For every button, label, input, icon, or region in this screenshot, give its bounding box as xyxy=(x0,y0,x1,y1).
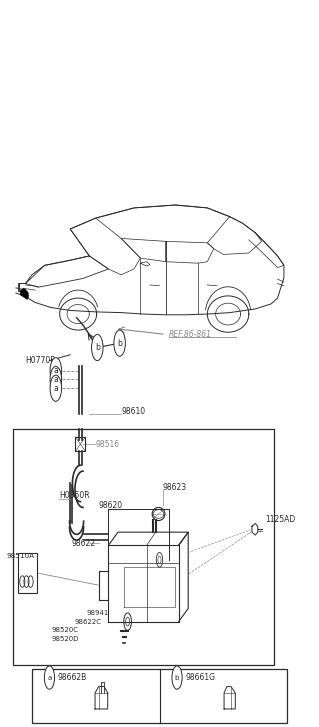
Text: 1125AD: 1125AD xyxy=(265,515,295,524)
Text: a: a xyxy=(54,375,58,384)
Polygon shape xyxy=(20,288,29,300)
Text: 98620: 98620 xyxy=(99,501,123,510)
Text: a: a xyxy=(54,366,58,375)
Circle shape xyxy=(44,666,55,689)
Circle shape xyxy=(114,330,125,356)
Bar xyxy=(32,669,287,723)
Circle shape xyxy=(50,366,62,393)
Text: 98661G: 98661G xyxy=(185,673,215,682)
Text: a: a xyxy=(54,384,58,393)
Text: H0770R: H0770R xyxy=(26,356,56,365)
Text: 98516: 98516 xyxy=(96,440,120,449)
Circle shape xyxy=(172,666,182,689)
Bar xyxy=(13,429,274,665)
Circle shape xyxy=(50,375,62,401)
Text: REF.86-861: REF.86-861 xyxy=(169,330,212,339)
Text: b: b xyxy=(175,675,179,680)
Bar xyxy=(75,437,85,451)
Circle shape xyxy=(92,334,103,361)
Text: 98623: 98623 xyxy=(163,483,187,491)
Bar xyxy=(18,553,37,593)
Text: a: a xyxy=(47,675,52,680)
Text: 98520C: 98520C xyxy=(51,627,78,633)
Text: H0350R: H0350R xyxy=(59,491,90,500)
Text: 98662B: 98662B xyxy=(57,673,87,682)
Text: 98610: 98610 xyxy=(121,407,145,416)
Text: 98520D: 98520D xyxy=(51,636,78,642)
Text: 98510A: 98510A xyxy=(6,553,34,559)
Text: 98622: 98622 xyxy=(72,539,96,547)
Circle shape xyxy=(50,358,62,384)
Text: 98622C: 98622C xyxy=(75,619,102,624)
Text: b: b xyxy=(117,339,122,348)
Text: 98941: 98941 xyxy=(86,610,108,616)
Text: b: b xyxy=(95,343,100,352)
